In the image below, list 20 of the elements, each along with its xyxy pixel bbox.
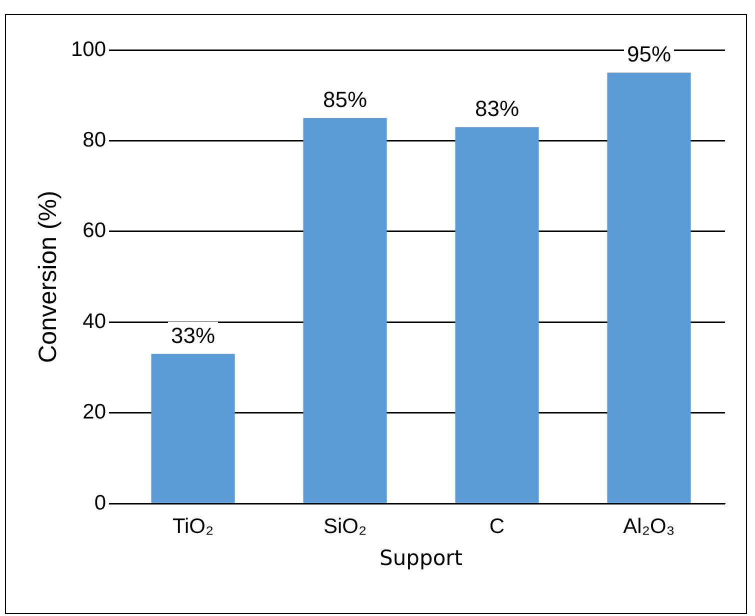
x-tick-label: TiO₂ <box>172 514 214 538</box>
y-tick-label: 100 <box>70 38 106 61</box>
x-axis-title: Support <box>380 546 463 570</box>
bar <box>151 354 235 503</box>
y-tick-label: 20 <box>82 400 106 424</box>
y-axis-title: Conversion (%) <box>34 190 62 363</box>
y-tick-label: 60 <box>82 219 106 242</box>
y-tick-label: 40 <box>82 310 106 333</box>
x-tick-label: C <box>489 514 505 538</box>
bar <box>303 118 387 503</box>
data-label: 33% <box>171 322 216 348</box>
data-label: 85% <box>323 87 368 112</box>
data-label: 95% <box>626 42 672 67</box>
y-tick-label: 80 <box>82 128 106 152</box>
x-tick-label: SiO₂ <box>323 514 367 538</box>
x-tick-label: Al₂O₃ <box>623 514 675 538</box>
data-label: 83% <box>474 96 520 122</box>
bar <box>455 127 539 503</box>
y-tick-label: 0 <box>94 491 106 514</box>
bar <box>607 72 691 503</box>
